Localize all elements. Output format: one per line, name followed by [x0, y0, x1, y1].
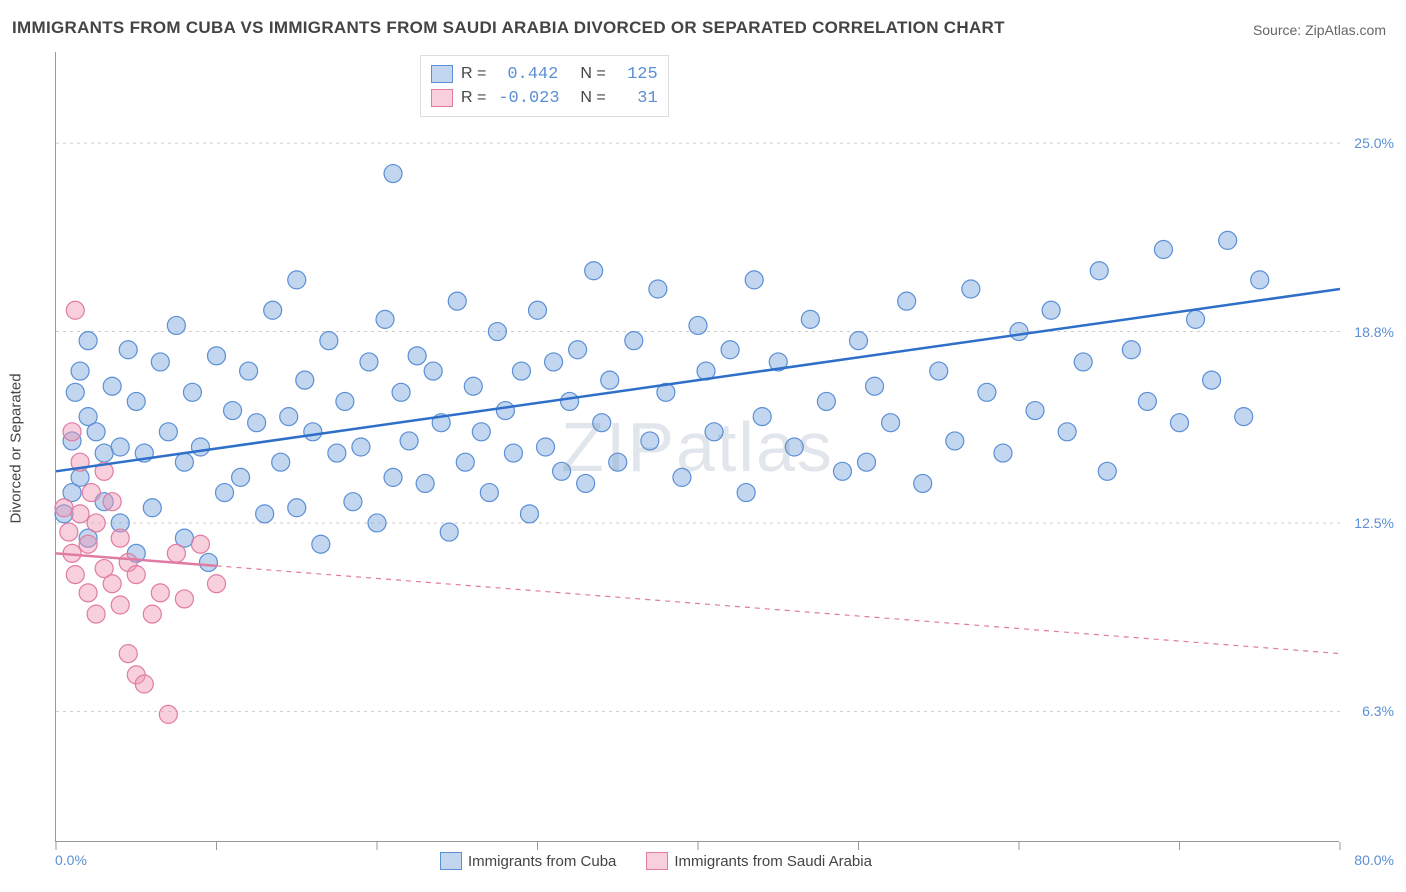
- legend-series: Immigrants from Cuba Immigrants from Sau…: [440, 852, 872, 870]
- x-tick-left: 0.0%: [55, 852, 87, 868]
- y-tick-label: 18.8%: [1344, 324, 1394, 340]
- r-label: R =: [461, 65, 486, 83]
- n-label: N =: [580, 65, 605, 83]
- legend-stats-row-1: R = 0.442 N = 125: [431, 62, 658, 86]
- plot-area: ZIPatlas 6.3%12.5%18.8%25.0%: [55, 52, 1339, 842]
- y-tick-label: 12.5%: [1344, 515, 1394, 531]
- y-tick-label: 25.0%: [1344, 135, 1394, 151]
- legend-stats: R = 0.442 N = 125 R = -0.023 N = 31: [420, 55, 669, 117]
- n-value-1: 125: [618, 65, 658, 84]
- y-axis-label: Divorced or Separated: [8, 373, 25, 523]
- plot-svg: [56, 52, 1339, 841]
- swatch-blue-icon: [431, 65, 453, 83]
- legend-item-cuba: Immigrants from Cuba: [440, 852, 616, 870]
- r-value-1: 0.442: [498, 65, 558, 84]
- chart-container: IMMIGRANTS FROM CUBA VS IMMIGRANTS FROM …: [0, 0, 1406, 892]
- x-tick-right: 80.0%: [1354, 852, 1394, 868]
- n-value-2: 31: [618, 89, 658, 108]
- legend-stats-row-2: R = -0.023 N = 31: [431, 86, 658, 110]
- legend-label-saudi: Immigrants from Saudi Arabia: [674, 853, 872, 870]
- chart-title: IMMIGRANTS FROM CUBA VS IMMIGRANTS FROM …: [12, 18, 1005, 38]
- y-tick-label: 6.3%: [1344, 703, 1394, 719]
- r-value-2: -0.023: [498, 89, 558, 108]
- legend-label-cuba: Immigrants from Cuba: [468, 853, 616, 870]
- r-label: R =: [461, 89, 486, 107]
- swatch-pink-icon: [431, 89, 453, 107]
- swatch-pink-icon: [646, 852, 668, 870]
- swatch-blue-icon: [440, 852, 462, 870]
- n-label: N =: [580, 89, 605, 107]
- source-attribution: Source: ZipAtlas.com: [1253, 22, 1386, 38]
- legend-item-saudi: Immigrants from Saudi Arabia: [646, 852, 872, 870]
